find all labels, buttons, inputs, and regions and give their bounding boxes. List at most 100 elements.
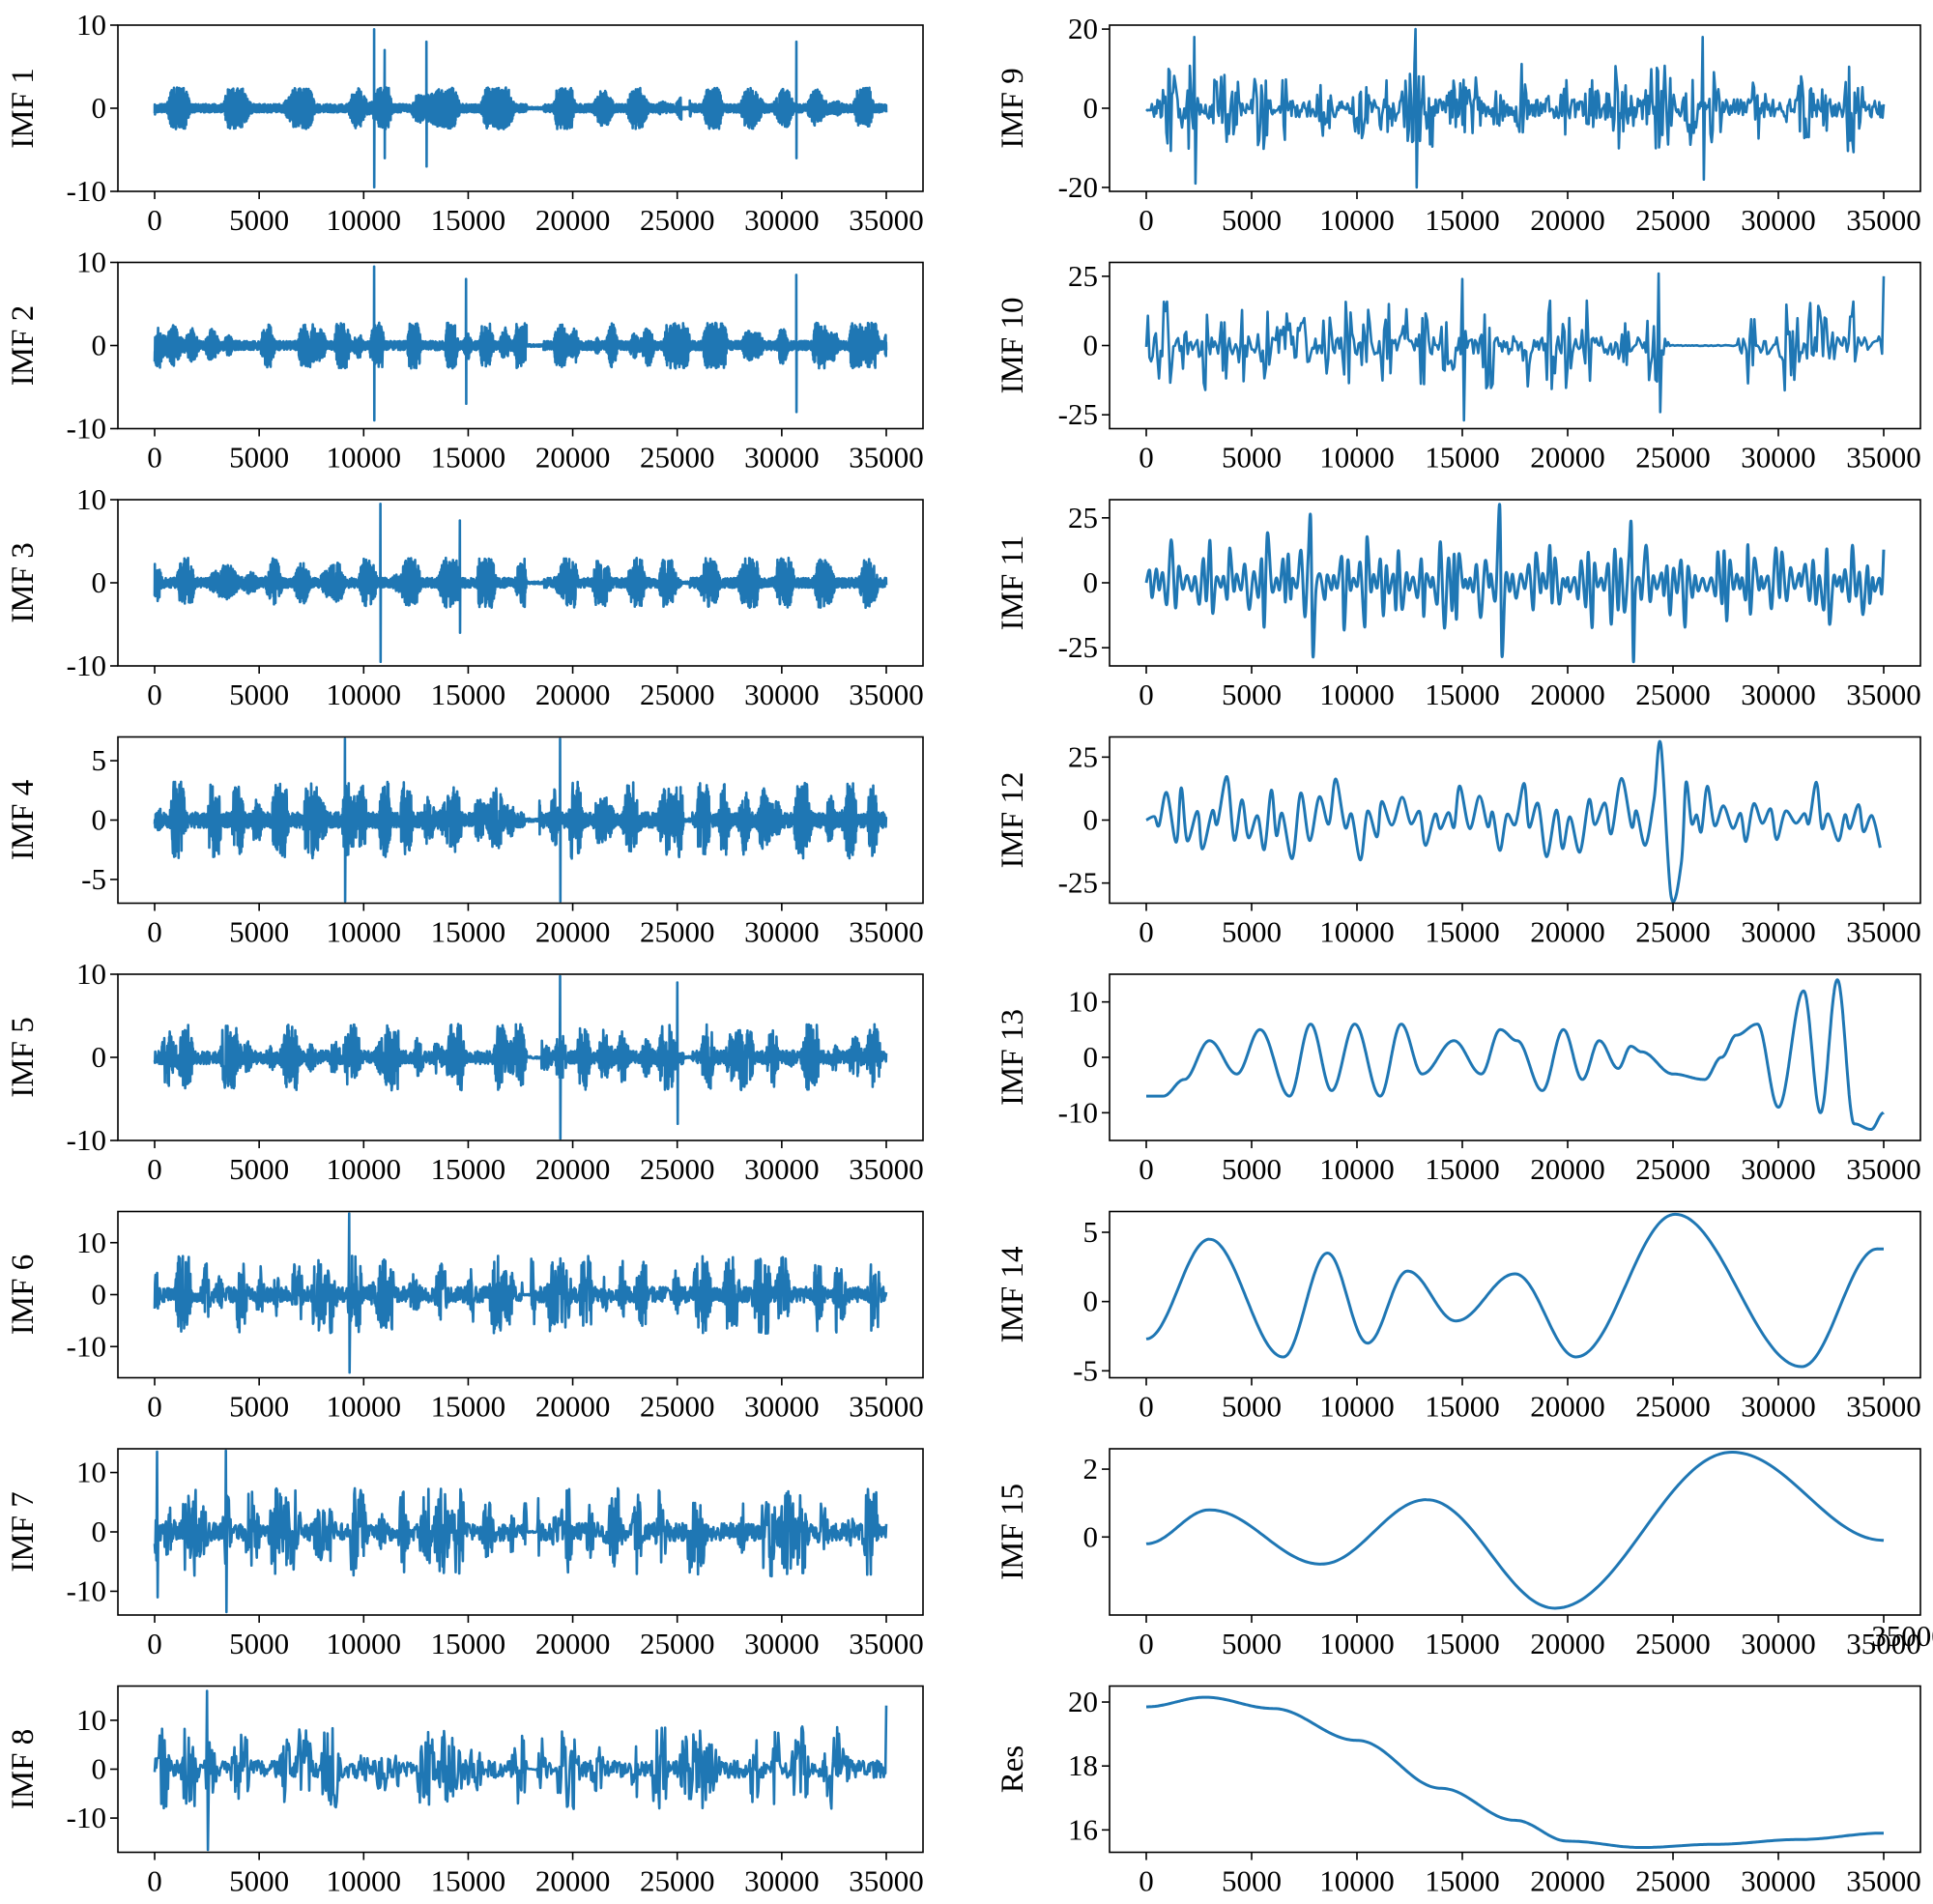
imf5-xtick-label: 30000 — [744, 1152, 820, 1186]
imf3-ytick-label: 0 — [92, 565, 107, 599]
imf15-xtick-label: 15000 — [1425, 1627, 1500, 1660]
imf14-xtick-label: 10000 — [1319, 1390, 1395, 1424]
imf5-ytick-label: -10 — [67, 1123, 106, 1157]
imf7-xtick-label: 25000 — [640, 1627, 715, 1660]
panel-imf10: 0 5000 10000 15000 20000 25000 30000 35000 25 0 -2… — [995, 259, 1921, 475]
imf15-xtick-label: 20000 — [1530, 1627, 1605, 1660]
imf14-xtick-label: 15000 — [1425, 1390, 1500, 1424]
imf15-ylabel: IMF 15 — [995, 1484, 1030, 1580]
imf14-axes-frame — [1109, 1210, 1921, 1379]
panel-imf14: 0 5000 10000 15000 20000 25000 30000 35000 5 0 -5 I… — [995, 1210, 1921, 1424]
imf15-series-line — [1145, 1450, 1885, 1610]
res-axes-frame — [1109, 1685, 1921, 1854]
imf13-ylabel: IMF 13 — [995, 1009, 1030, 1106]
imf9-xtick-label: 20000 — [1530, 203, 1605, 237]
imf8-ytick-label: 0 — [92, 1752, 107, 1786]
res-xtick-label: 15000 — [1425, 1864, 1500, 1898]
panel-imf8: 0 5000 10000 15000 20000 25000 30000 35000 10 0 -1… — [6, 1685, 924, 1898]
imf10-xtick-label: 0 — [1139, 441, 1154, 475]
imf6-xtick-label: 30000 — [744, 1390, 820, 1424]
imf14-xtick-label: 20000 — [1530, 1390, 1605, 1424]
imf13-xtick-label: 5000 — [1222, 1152, 1282, 1186]
imf13-ytick-label: 10 — [1068, 985, 1098, 1019]
imf6-ytick-label: -10 — [67, 1329, 106, 1363]
imf9-xtick-label: 0 — [1139, 203, 1154, 237]
imf7-ytick-label: 10 — [76, 1456, 106, 1489]
imf3-xtick-label: 20000 — [535, 678, 611, 711]
imf13-xtick-label: 0 — [1139, 1152, 1154, 1186]
imf13-ytick-label: -10 — [1058, 1095, 1098, 1129]
imf3-series-line — [153, 503, 888, 663]
imf10-xtick-label: 35000 — [1846, 441, 1921, 475]
imf13-xtick-label: 15000 — [1425, 1152, 1500, 1186]
imf3-xtick-label: 5000 — [229, 678, 289, 711]
imf12-series-line — [1145, 739, 1882, 904]
imf2-ylabel: IMF 2 — [6, 305, 41, 386]
imf14-xtick-label: 35000 — [1846, 1390, 1921, 1424]
panel-imf7: 0 5000 10000 15000 20000 25000 30000 35000 10 0 -1… — [6, 1448, 924, 1660]
imf11-ytick-label: 25 — [1068, 501, 1098, 534]
res-ytick-label: 18 — [1068, 1748, 1098, 1782]
imf1-ytick-label: 10 — [76, 8, 106, 42]
imf13-xtick-label: 10000 — [1319, 1152, 1395, 1186]
imf11-xtick-label: 20000 — [1530, 678, 1605, 711]
imf14-ytick-label: 5 — [1083, 1215, 1099, 1249]
imf4-xtick-label: 15000 — [431, 915, 506, 949]
imf9-xtick-label: 10000 — [1319, 203, 1395, 237]
imf15-xtick-label: 0 — [1139, 1627, 1154, 1660]
imf9-xtick-label: 30000 — [1741, 203, 1816, 237]
imf9-ylabel: IMF 9 — [995, 68, 1030, 148]
imf4-ytick-label: 5 — [92, 743, 107, 777]
imf14-ytick-label: 0 — [1083, 1284, 1099, 1318]
imf1-ytick-label: 0 — [92, 91, 107, 125]
res-xtick-label: 25000 — [1635, 1864, 1711, 1898]
imf7-xtick-label: 35000 — [849, 1627, 924, 1660]
imf8-xtick-label: 0 — [147, 1864, 162, 1898]
imf13-ytick-label: 0 — [1083, 1040, 1099, 1074]
imf6-xtick-label: 35000 — [849, 1390, 924, 1424]
imf3-xtick-label: 0 — [147, 678, 162, 711]
imf15-stray-tick-label: 35000 — [1871, 1619, 1933, 1653]
imf9-xtick-label: 5000 — [1222, 203, 1282, 237]
imf10-xtick-label: 5000 — [1222, 441, 1282, 475]
imf2-series-line — [153, 265, 888, 422]
imf9-ytick-label: 20 — [1068, 12, 1098, 45]
imf3-xtick-label: 25000 — [640, 678, 715, 711]
imf8-xtick-label: 20000 — [535, 1864, 611, 1898]
imf15-axes-frame — [1109, 1448, 1921, 1616]
res-xtick-label: 10000 — [1319, 1864, 1395, 1898]
imf15-xtick-label: 35000 — [1846, 1627, 1921, 1660]
imf5-xtick-label: 20000 — [535, 1152, 611, 1186]
imf5-xtick-label: 0 — [147, 1152, 162, 1186]
imf14-ylabel: IMF 14 — [995, 1247, 1030, 1343]
imf11-series-line — [1144, 503, 1886, 664]
res-xtick-label: 20000 — [1530, 1864, 1605, 1898]
imf5-series-line — [153, 974, 888, 1140]
imf1-xtick-label: 30000 — [744, 203, 820, 237]
panel-imf4: 0 5000 10000 15000 20000 25000 30000 35000 5 0 -5 I… — [6, 736, 924, 949]
imf8-ytick-label: 10 — [76, 1703, 106, 1737]
imf12-xtick-label: 5000 — [1222, 915, 1282, 949]
imf4-xtick-label: 20000 — [535, 915, 611, 949]
imf12-ytick-label: -25 — [1058, 866, 1098, 900]
panel-imf12: 0 5000 10000 15000 20000 25000 30000 35000 25 0 -2… — [995, 736, 1921, 949]
imf1-xtick-label: 5000 — [229, 203, 289, 237]
imf13-series-line — [1145, 978, 1886, 1131]
imf5-xtick-label: 10000 — [327, 1152, 402, 1186]
imf14-xtick-label: 30000 — [1741, 1390, 1816, 1424]
imf9-series-line — [1145, 27, 1886, 189]
imf9-xtick-label: 35000 — [1846, 203, 1921, 237]
imf1-xtick-label: 15000 — [431, 203, 506, 237]
imf15-ytick-label: 0 — [1083, 1519, 1099, 1553]
imf7-xtick-label: 5000 — [229, 1627, 289, 1660]
imf1-xtick-label: 25000 — [640, 203, 715, 237]
imf6-series-line — [153, 1212, 888, 1374]
imf1-ytick-label: -10 — [67, 174, 106, 208]
imf5-xtick-label: 35000 — [849, 1152, 924, 1186]
imf2-xtick-label: 30000 — [744, 441, 820, 475]
res-xtick-label: 0 — [1139, 1864, 1154, 1898]
panel-imf2: 0 5000 10000 15000 20000 25000 30000 35000 10 0 -1… — [6, 245, 924, 475]
imf5-xtick-label: 15000 — [431, 1152, 506, 1186]
imf10-ytick-label: 25 — [1068, 259, 1098, 293]
panel-imf15: 0 5000 10000 15000 20000 25000 30000 35000 2 0 IMF… — [995, 1448, 1933, 1660]
